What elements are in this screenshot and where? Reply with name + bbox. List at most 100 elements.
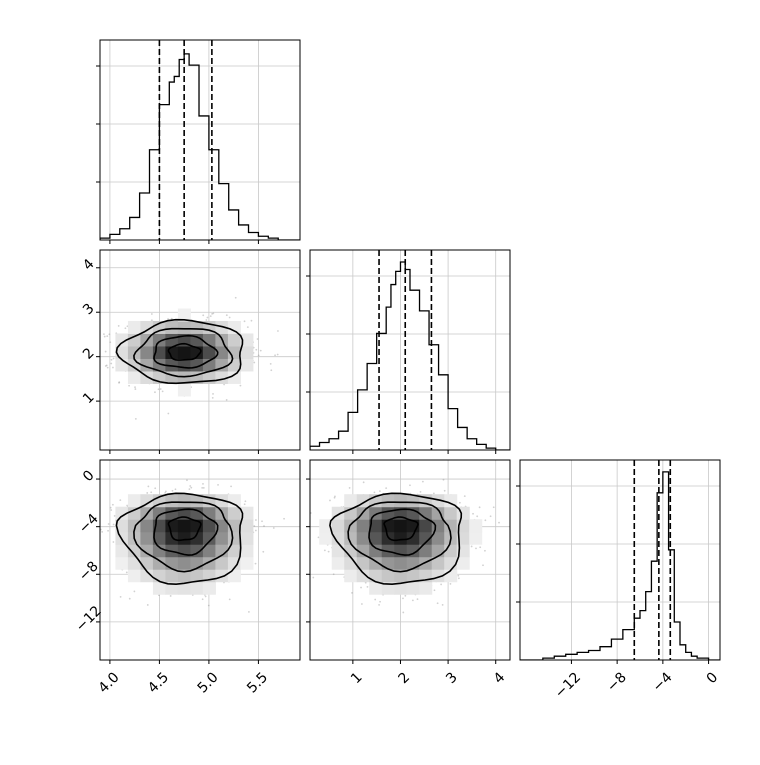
pair-1-0-point	[228, 316, 231, 319]
pair-1-0-point	[167, 412, 170, 415]
pair-2-0-density-cell	[240, 544, 254, 558]
pair-2-1-point	[361, 603, 363, 605]
pair-2-0-density-cell	[152, 556, 166, 570]
pair-2-1-point	[440, 583, 443, 586]
pair-1-0-point	[202, 314, 205, 317]
pair-2-1-density-cell	[381, 581, 395, 595]
pair-1-0-point	[225, 399, 228, 401]
pair-2-1-point	[301, 576, 303, 578]
pair-2-1-density-cell	[394, 569, 408, 583]
pair-2-1-point	[463, 495, 466, 498]
pair-2-0-density-cell	[215, 569, 229, 583]
pair-2-1-point	[411, 599, 414, 602]
pair-2-1-density-cell	[469, 531, 483, 545]
pair-1-0-point	[157, 388, 160, 391]
pair-2-1-density-cell	[419, 544, 433, 558]
pair-1-0-density-cell	[140, 320, 154, 334]
diag-2-xtick-label-3: 0	[704, 669, 722, 687]
pair-2-1-point	[327, 550, 330, 553]
pair-2-0-point	[112, 523, 115, 526]
pair-2-0-xtick-label-3: 5.5	[244, 669, 271, 696]
pair-2-0-density-cell	[127, 506, 141, 520]
diag-2-histogram-step	[520, 471, 720, 660]
pair-2-1-density-cell	[444, 506, 458, 520]
pair-2-1-xtick-label-1: 2	[396, 669, 414, 687]
pair-2-1-density-cell	[369, 569, 383, 583]
pair-2-1-contour-0	[383, 516, 419, 542]
pair-1-0-point	[259, 349, 262, 352]
pair-1-0-point	[134, 417, 137, 420]
pair-2-0-density-cell	[152, 506, 166, 520]
pair-2-1-density-cell	[406, 569, 420, 583]
pair-2-1-density-cell	[469, 519, 483, 533]
pair-2-1-point	[475, 547, 477, 550]
pair-2-0-point	[189, 485, 192, 487]
pair-2-0-density-cell	[227, 531, 241, 545]
pair-2-0-density-cell	[177, 494, 191, 508]
pair-2-0-point	[169, 595, 172, 597]
pair-1-0-point	[209, 315, 212, 318]
pair-2-0-point	[107, 529, 109, 532]
pair-2-0-density-cell	[177, 519, 191, 533]
pair-2-0-point	[261, 520, 263, 523]
pair-2-0-ytick-label-1: −8	[76, 559, 102, 585]
pair-1-0-point	[104, 365, 107, 367]
pair-2-1-density-cell	[331, 556, 345, 570]
pair-1-0-density-cell	[190, 320, 204, 334]
pair-2-0-point	[248, 611, 250, 613]
pair-2-0-point	[146, 492, 149, 494]
pair-1-0-density-cell	[240, 358, 254, 372]
pair-2-1-point	[378, 603, 380, 606]
pair-1-0-ytick-label-1: 2	[80, 345, 98, 363]
pair-1-0-point	[256, 338, 259, 340]
pair-2-1-point	[482, 564, 484, 567]
pair-2-1-contour-1	[368, 508, 437, 556]
pair-1-0-point	[250, 319, 253, 322]
pair-2-0-point	[262, 550, 265, 553]
pair-2-0-density-cell	[190, 581, 204, 595]
pair-2-0-ytick-label-2: −4	[76, 511, 102, 537]
pair-2-0-point	[146, 604, 149, 606]
pair-2-0-xtick-label-0: 4.0	[96, 669, 123, 696]
pair-1-0-point	[212, 312, 215, 315]
pair-2-1-point	[379, 600, 381, 603]
pair-2-0-point	[201, 486, 204, 489]
pair-2-0-density-cell	[190, 569, 204, 583]
pair-2-1-density-cell	[431, 531, 445, 545]
pair-2-1-density-cell	[394, 519, 408, 533]
pair-2-1-point	[433, 589, 436, 592]
pair-2-1-density-cell	[344, 494, 358, 508]
pair-2-1-density-cell	[369, 581, 383, 595]
pair-2-0-contour-0	[167, 516, 202, 542]
pair-2-0-point	[243, 503, 246, 506]
pair-2-1-density-cell	[331, 544, 345, 558]
pair-2-1-plot-area	[295, 460, 510, 660]
pair-2-1-point	[484, 549, 486, 552]
pair-2-0-contour-3	[115, 492, 244, 586]
pair-1-0-plot-area	[100, 250, 300, 450]
pair-2-0-point	[255, 519, 257, 521]
pair-2-1-point	[373, 491, 376, 494]
pair-2-0-density-cell	[177, 531, 191, 545]
pair-2-0-density-cell	[190, 494, 204, 508]
diag-1-plot-area	[310, 250, 510, 450]
pair-2-1-xtick-label-2: 3	[443, 669, 461, 687]
pair-2-1-point	[295, 517, 297, 519]
pair-2-0-density-cell	[152, 531, 166, 545]
pair-2-0-point	[101, 530, 104, 533]
pair-2-1-density-cell	[381, 556, 395, 570]
pair-1-0-point	[108, 333, 111, 336]
pair-2-0-point	[109, 506, 112, 509]
pair-2-0-point	[283, 517, 285, 520]
pair-2-0-density-cell	[115, 506, 129, 520]
pair-1-0-point	[243, 320, 246, 323]
pair-2-0-density-cell	[165, 581, 179, 595]
pair-2-1-point	[317, 536, 320, 539]
pair-2-0-density-cell	[215, 519, 229, 533]
pair-2-0-density-cell	[177, 569, 191, 583]
pair-2-1-point	[333, 496, 336, 499]
pair-2-0-density-cell	[165, 506, 179, 520]
pair-2-0-density-cell	[227, 544, 241, 558]
